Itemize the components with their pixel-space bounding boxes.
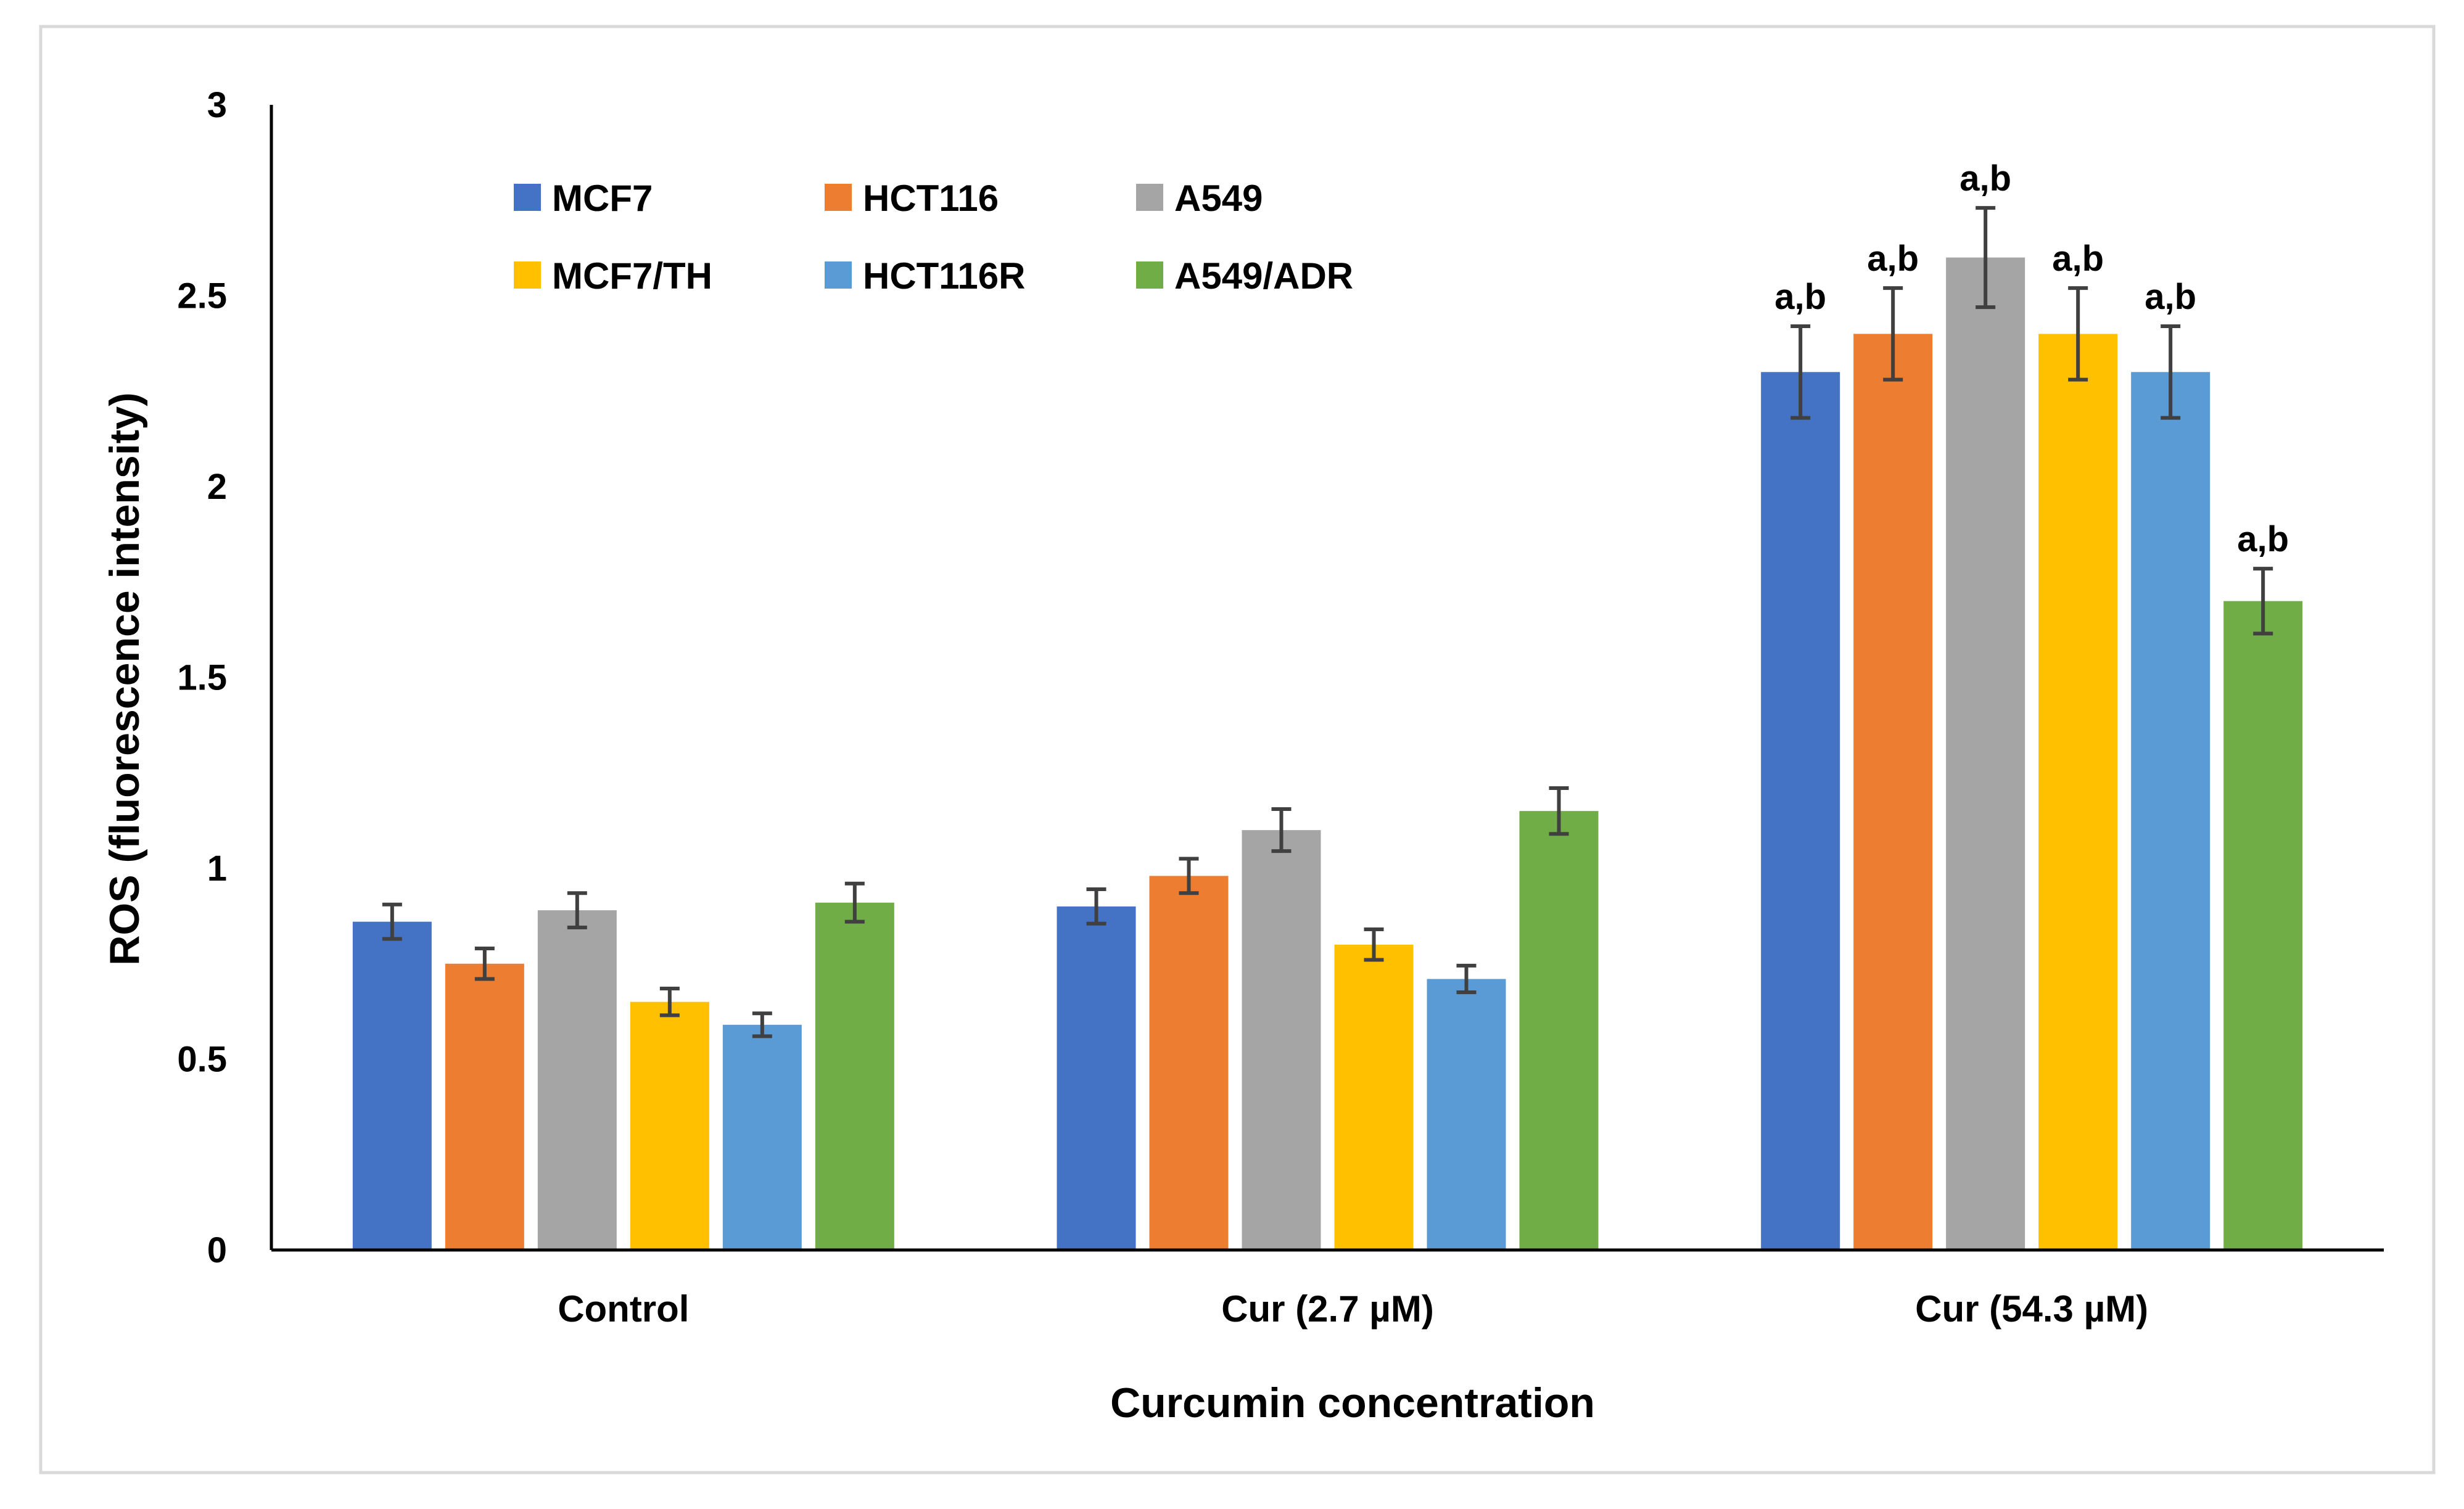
significance-annotations: a,b a,b a,b a,b a,b a,b: [1774, 158, 2289, 559]
chart-border: [39, 25, 2436, 1474]
bar-a549-2: [1946, 257, 2025, 1251]
significance-label: a,b: [2052, 239, 2104, 279]
x-tick-label: Cur (2.7 µM): [1221, 1288, 1434, 1330]
bar-a549-adr-1: [1519, 811, 1599, 1250]
significance-label: a,b: [2145, 277, 2196, 317]
y-axis-title: ROS (fluorescence intensity): [101, 392, 148, 966]
bar-hct116-0: [445, 963, 524, 1250]
legend-swatch: [825, 184, 852, 211]
y-tick-label: 1.5: [177, 658, 227, 698]
error-bar-a549-adr-1: [1549, 786, 1569, 836]
y-tick-label: 0: [207, 1230, 227, 1270]
legend-label: MCF7/TH: [552, 255, 712, 297]
error-bar-a549-2: [1976, 206, 1996, 310]
bar-mcf7-2: [1761, 372, 1840, 1250]
error-bar-hct116r-0: [752, 1011, 772, 1038]
significance-label: a,b: [1867, 239, 1919, 279]
bar-hct116r-1: [1427, 979, 1506, 1250]
error-bar-mcf7-0: [382, 902, 402, 941]
legend-swatch: [514, 261, 541, 289]
bar-hct116-2: [1853, 334, 1933, 1250]
bar-mcf7-th-0: [630, 1001, 709, 1250]
significance-label: a,b: [1774, 277, 1826, 317]
y-tick-label: 3: [207, 85, 227, 125]
legend-item-hct116: HCT116: [825, 178, 999, 219]
legend-label: A549/ADR: [1174, 255, 1353, 297]
legend-swatch: [1136, 261, 1163, 289]
error-bar-mcf7-2: [1790, 324, 1811, 420]
error-bar-a549-adr-0: [844, 881, 865, 924]
bar-a549-adr-0: [815, 902, 894, 1250]
legend: MCF7 HCT116 A549 MCF7/TH HCT116R A549/ADR: [514, 178, 1353, 297]
legend-item-mcf7-th: MCF7/TH: [514, 255, 712, 297]
bar-hct116-1: [1149, 876, 1229, 1250]
error-bar-hct116r-1: [1456, 963, 1477, 995]
legend-item-a549-adr: A549/ADR: [1136, 255, 1353, 297]
x-tick-label: Cur (54.3 µM): [1915, 1288, 2148, 1330]
error-bar-mcf7-1: [1086, 887, 1106, 926]
error-bar-hct116-2: [1883, 286, 1903, 382]
bar-mcf7-1: [1057, 906, 1136, 1250]
legend-item-a549: A549: [1136, 178, 1263, 219]
bar-hct116r-2: [2131, 372, 2211, 1250]
significance-label: a,b: [1959, 158, 2011, 199]
legend-label: A549: [1174, 178, 1263, 219]
bar-mcf7-th-2: [2038, 334, 2118, 1250]
error-bar-a549-adr-2: [2253, 567, 2273, 636]
bar-a549-adr-2: [2223, 601, 2303, 1251]
bar-a549-0: [537, 910, 617, 1250]
legend-swatch: [825, 261, 852, 289]
y-tick-label: 0.5: [177, 1040, 227, 1080]
x-axis-title: Curcumin concentration: [1110, 1379, 1595, 1426]
axes: Control Cur (2.7 µM) Cur (54.3 µM) 0 0.5 1 1.5…: [177, 85, 2384, 1330]
error-bar-hct116r-2: [2161, 324, 2181, 420]
bar-hct116r-0: [722, 1024, 802, 1250]
significance-label: a,b: [2237, 519, 2289, 559]
error-bar-a549-1: [1271, 807, 1292, 853]
error-bar-a549-0: [567, 891, 587, 929]
bar-a549-1: [1242, 830, 1321, 1250]
error-bar-mcf7-th-0: [659, 986, 680, 1018]
bars-layer: [352, 257, 2303, 1251]
bar-mcf7-th-1: [1334, 944, 1414, 1250]
legend-label: HCT116R: [863, 255, 1025, 297]
legend-label: MCF7: [552, 178, 653, 219]
legend-swatch: [514, 184, 541, 211]
error-bars-layer: [382, 206, 2273, 1038]
legend-item-hct116r: HCT116R: [825, 255, 1025, 297]
y-tick-label: 2.5: [177, 276, 227, 316]
legend-item-mcf7: MCF7: [514, 178, 653, 219]
legend-swatch: [1136, 184, 1163, 211]
legend-label: HCT116: [863, 178, 999, 219]
x-tick-label: Control: [558, 1288, 689, 1330]
y-tick-label: 1: [207, 849, 227, 889]
error-bar-hct116-0: [474, 946, 495, 981]
bar-mcf7-0: [352, 921, 432, 1250]
error-bar-hct116-1: [1179, 857, 1199, 895]
error-bar-mcf7-th-1: [1364, 927, 1384, 962]
y-tick-label: 2: [207, 467, 227, 507]
error-bar-mcf7-th-2: [2068, 286, 2088, 382]
